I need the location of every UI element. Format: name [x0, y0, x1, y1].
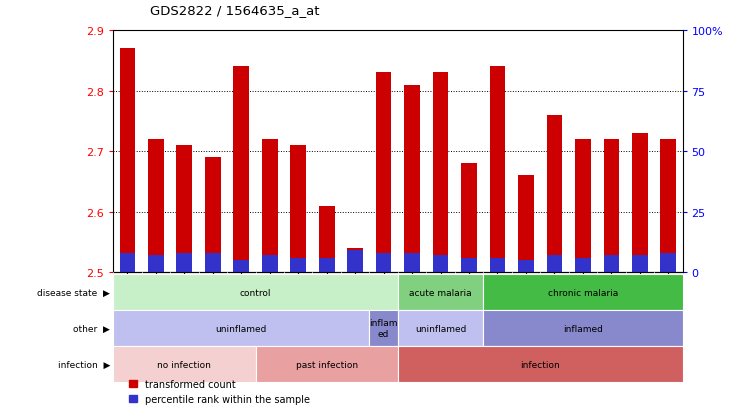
Bar	[148, 256, 164, 273]
Text: inflamed: inflamed	[563, 324, 603, 333]
Bar	[319, 258, 334, 273]
Text: uninflamed: uninflamed	[415, 324, 466, 333]
Bar	[547, 116, 562, 273]
Bar	[575, 140, 591, 273]
Bar	[319, 206, 334, 273]
Bar	[632, 256, 648, 273]
Text: acute malaria: acute malaria	[410, 288, 472, 297]
Bar	[262, 140, 277, 273]
Bar	[398, 275, 483, 311]
Bar	[291, 146, 306, 273]
Bar	[661, 140, 676, 273]
Text: disease state  ▶: disease state ▶	[37, 288, 110, 297]
Bar	[483, 311, 683, 346]
Bar	[369, 311, 398, 346]
Bar	[632, 134, 648, 273]
Bar	[661, 253, 676, 273]
Bar	[461, 258, 477, 273]
Bar	[483, 275, 683, 311]
Bar	[604, 140, 619, 273]
Bar	[398, 346, 683, 382]
Bar	[177, 253, 192, 273]
Bar	[398, 311, 483, 346]
Bar	[404, 85, 420, 273]
Bar	[347, 251, 363, 273]
Bar	[490, 258, 505, 273]
Bar	[113, 311, 369, 346]
Text: infection  ▶: infection ▶	[58, 360, 110, 369]
Bar	[347, 248, 363, 273]
Bar	[376, 73, 391, 273]
Bar	[404, 253, 420, 273]
Text: infection: infection	[520, 360, 560, 369]
Bar	[547, 256, 562, 273]
Bar	[255, 346, 398, 382]
Bar	[120, 253, 135, 273]
Text: past infection: past infection	[296, 360, 358, 369]
Bar	[490, 67, 505, 273]
Bar	[113, 346, 256, 382]
Bar	[518, 176, 534, 273]
Bar	[262, 256, 277, 273]
Bar	[376, 253, 391, 273]
Bar	[177, 146, 192, 273]
Bar	[433, 73, 448, 273]
Text: chronic malaria: chronic malaria	[548, 288, 618, 297]
Bar	[234, 261, 249, 273]
Bar	[113, 275, 398, 311]
Text: control: control	[239, 288, 272, 297]
Text: no infection: no infection	[158, 360, 211, 369]
Bar	[205, 158, 220, 273]
Text: GDS2822 / 1564635_a_at: GDS2822 / 1564635_a_at	[150, 4, 319, 17]
Bar	[518, 261, 534, 273]
Bar	[205, 253, 220, 273]
Bar	[120, 49, 135, 273]
Text: uninflamed: uninflamed	[215, 324, 267, 333]
Bar	[461, 164, 477, 273]
Bar	[148, 140, 164, 273]
Bar	[604, 256, 619, 273]
Bar	[234, 67, 249, 273]
Legend: transformed count, percentile rank within the sample: transformed count, percentile rank withi…	[129, 379, 310, 404]
Bar	[291, 258, 306, 273]
Bar	[575, 258, 591, 273]
Text: inflam
ed: inflam ed	[369, 319, 398, 338]
Bar	[433, 256, 448, 273]
Text: other  ▶: other ▶	[74, 324, 110, 333]
